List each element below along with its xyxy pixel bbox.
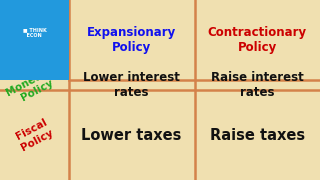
Text: Contractionary
Policy: Contractionary Policy — [208, 26, 307, 54]
Text: Lower taxes: Lower taxes — [82, 127, 182, 143]
Text: Expansionary
Policy: Expansionary Policy — [87, 26, 176, 54]
FancyBboxPatch shape — [0, 0, 69, 80]
Text: Raise taxes: Raise taxes — [210, 127, 305, 143]
Text: Fiscal
Policy: Fiscal Policy — [14, 117, 55, 153]
Text: ■ THINK
  ECON: ■ THINK ECON — [22, 27, 46, 38]
Text: Monetary
Policy: Monetary Policy — [4, 62, 64, 108]
Text: Raise interest
rates: Raise interest rates — [211, 71, 304, 99]
Text: Lower interest
rates: Lower interest rates — [83, 71, 180, 99]
